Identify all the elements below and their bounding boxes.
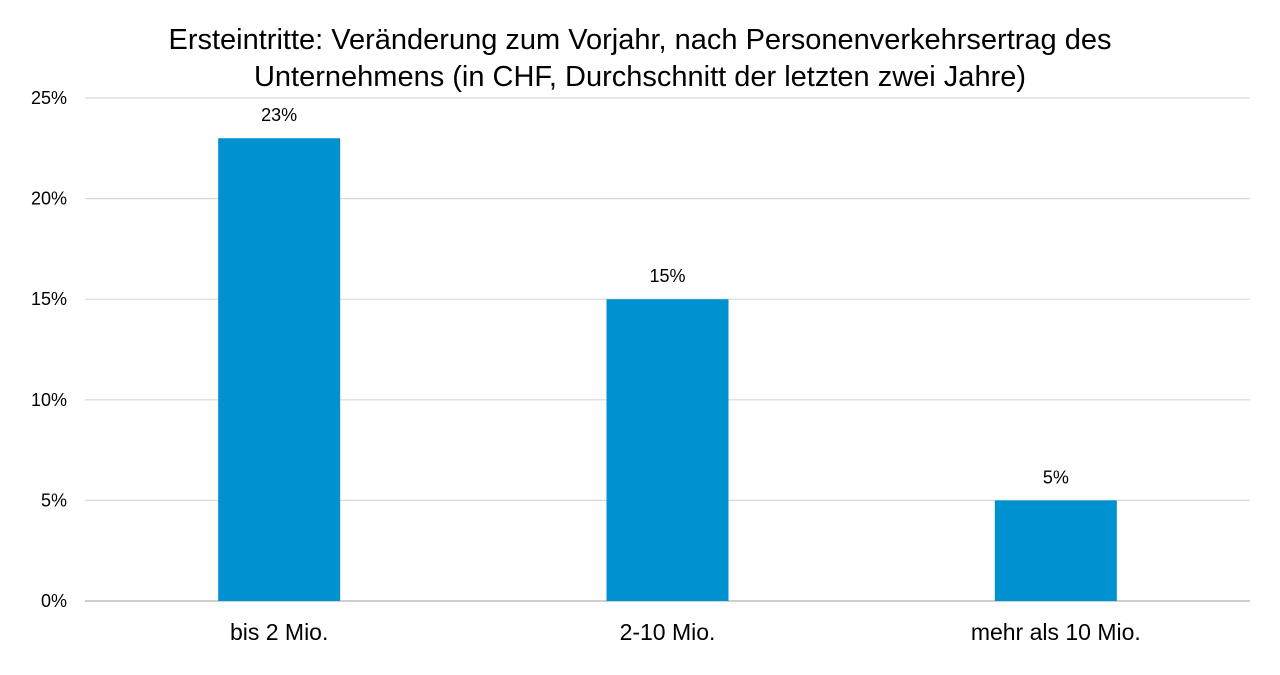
x-category-label: bis 2 Mio.	[230, 619, 328, 645]
y-tick-label: 15%	[31, 289, 67, 309]
chart-title: Ersteintritte: Veränderung zum Vorjahr, …	[168, 24, 1111, 93]
data-labels: 23% 15% 5%	[261, 105, 1069, 487]
y-axis-tick-labels: 0% 5% 10% 15% 20% 25%	[31, 88, 67, 611]
x-category-label: 2-10 Mio.	[620, 619, 716, 645]
y-tick-label: 10%	[31, 390, 67, 410]
bars	[218, 138, 1117, 602]
y-tick-label: 5%	[41, 490, 67, 510]
x-axis-category-labels: bis 2 Mio. 2-10 Mio. mehr als 10 Mio.	[230, 619, 1141, 645]
bar-data-label: 15%	[649, 266, 685, 286]
chart-title-line-1: Ersteintritte: Veränderung zum Vorjahr, …	[168, 24, 1111, 56]
y-tick-label: 20%	[31, 189, 67, 209]
bar	[994, 500, 1117, 601]
bar	[218, 138, 341, 602]
x-category-label: mehr als 10 Mio.	[971, 619, 1141, 645]
y-tick-label: 0%	[41, 591, 67, 611]
bar-data-label: 23%	[261, 105, 297, 125]
bar	[606, 299, 729, 601]
y-tick-label: 25%	[31, 88, 67, 108]
chart-title-line-2: Unternehmens (in CHF, Durchschnitt der l…	[254, 61, 1026, 93]
bar-data-label: 5%	[1043, 467, 1069, 487]
